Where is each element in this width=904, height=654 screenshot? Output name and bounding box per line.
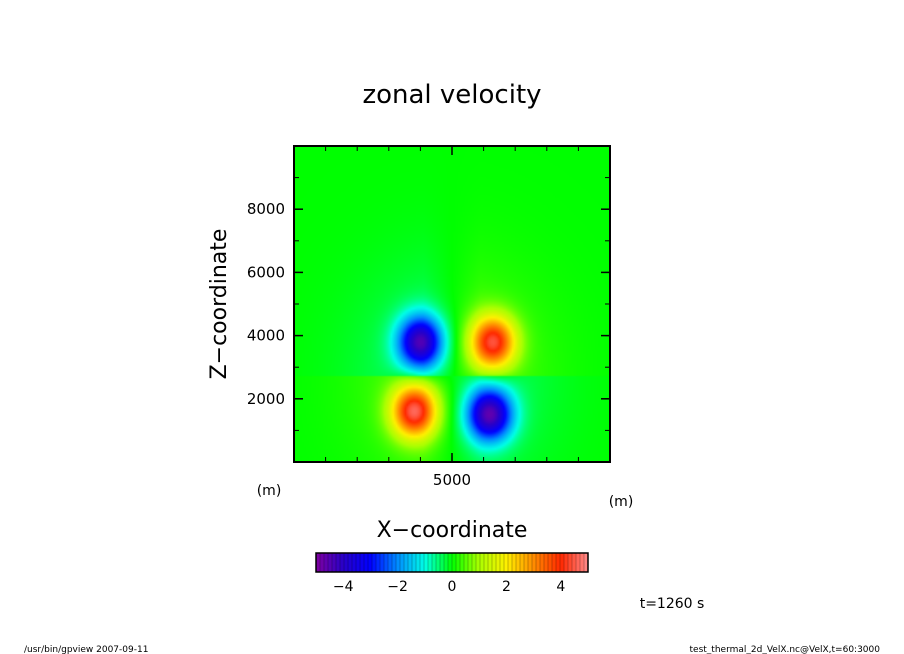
colorbar-ticks: −4 −2 0 2 4 bbox=[319, 553, 585, 595]
colorbar: −4 −2 0 2 4 bbox=[315, 552, 589, 595]
x-axis-unit: (m) bbox=[609, 494, 634, 510]
y-tick-label: 6000 bbox=[247, 263, 285, 281]
colorbar-tick-label: −2 bbox=[387, 579, 408, 595]
colorbar-tick-label: 0 bbox=[448, 579, 457, 595]
y-axis-unit: (m) bbox=[257, 483, 282, 499]
colorbar-tick-label: −4 bbox=[333, 579, 354, 595]
y-tick-label: 2000 bbox=[247, 390, 285, 408]
footer-left: /usr/bin/gpview 2007-09-11 bbox=[24, 645, 148, 654]
chart-title: zonal velocity bbox=[362, 80, 541, 110]
colorbar-tick-label: 4 bbox=[556, 579, 565, 595]
velocity-field-image bbox=[294, 146, 610, 462]
y-axis-ticks: 2000 4000 6000 8000 bbox=[247, 200, 610, 408]
x-axis-ticks: 5000 bbox=[433, 146, 471, 489]
x-axis-label: X−coordinate bbox=[377, 518, 528, 543]
y-tick-label: 8000 bbox=[247, 200, 285, 218]
x-tick-label: 5000 bbox=[433, 471, 471, 489]
footer-right: test_thermal_2d_VelX.nc@VelX,t=60:3000 bbox=[690, 645, 881, 654]
plot-field bbox=[294, 146, 610, 462]
time-label: t=1260 s bbox=[640, 596, 705, 612]
colorbar-tick-label: 2 bbox=[502, 579, 511, 595]
y-axis-label: Z−coordinate bbox=[207, 229, 232, 380]
y-tick-label: 4000 bbox=[247, 327, 285, 345]
